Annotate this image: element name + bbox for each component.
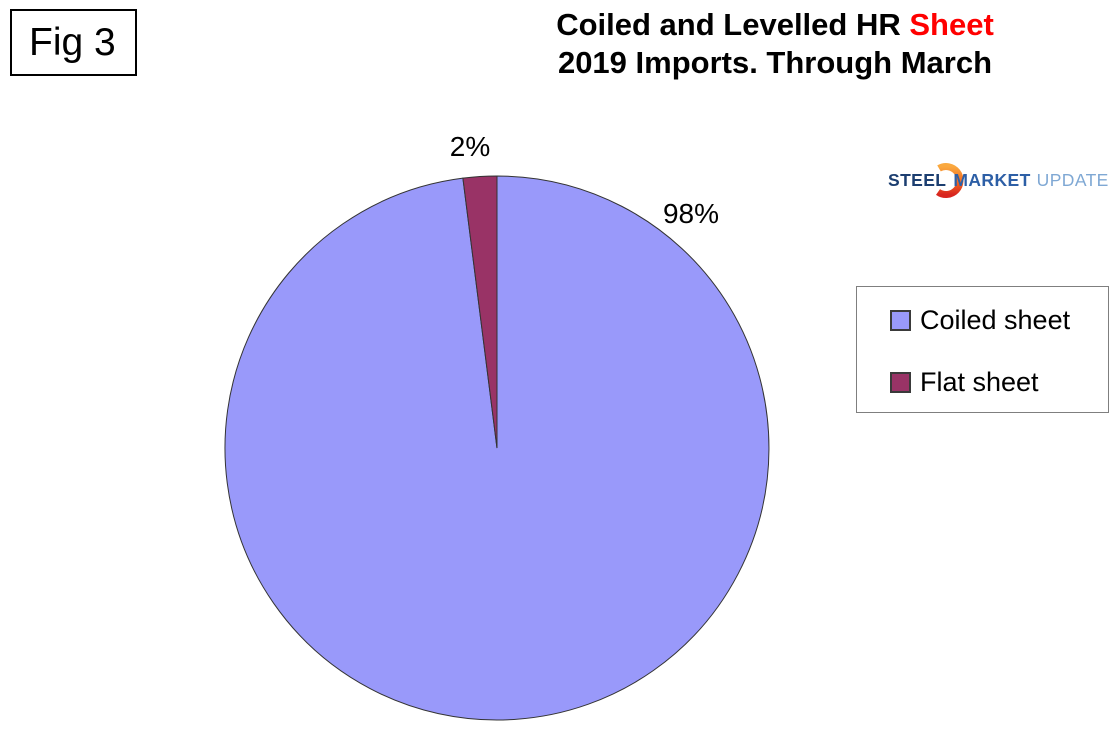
logo-word-update: UPDATE: [1036, 170, 1109, 190]
legend-item-flat-sheet: Flat sheet: [890, 366, 1108, 397]
chart-title-line1-red: Sheet: [909, 7, 994, 42]
crescent-swoosh-icon: [936, 163, 964, 199]
chart-title-line2: 2019 Imports. Through March: [557, 45, 993, 80]
pie-slice-flat-sheet: [462, 175, 498, 449]
legend: Coiled sheet Flat sheet: [856, 286, 1109, 413]
legend-label-coiled-sheet: Coiled sheet: [920, 304, 1071, 335]
chart-title: Coiled and Levelled HR Sheet 2019 Import…: [430, 6, 1118, 82]
pie-label-coiled-sheet: 98%: [662, 198, 720, 229]
figure-label: Fig 3: [29, 21, 116, 64]
legend-item-coiled-sheet: Coiled sheet: [890, 304, 1108, 335]
legend-swatch-coiled-sheet: [890, 309, 911, 331]
legend-swatch-flat-sheet: [890, 371, 911, 393]
logo-text: STEEL MARKET UPDATE: [888, 170, 1109, 190]
figure-label-box: Fig 3: [10, 9, 137, 76]
pie-label-flat-sheet: 2%: [449, 131, 491, 162]
steel-market-update-logo: STEEL MARKET UPDATE: [888, 160, 1108, 202]
legend-label-flat-sheet: Flat sheet: [920, 366, 1039, 397]
logo-word-market: MARKET: [953, 170, 1031, 190]
logo-word-steel: STEEL: [888, 170, 947, 190]
chart-title-line1-black: Coiled and Levelled HR: [556, 7, 910, 42]
chart-title-line1: Coiled and Levelled HR Sheet: [430, 6, 1118, 44]
